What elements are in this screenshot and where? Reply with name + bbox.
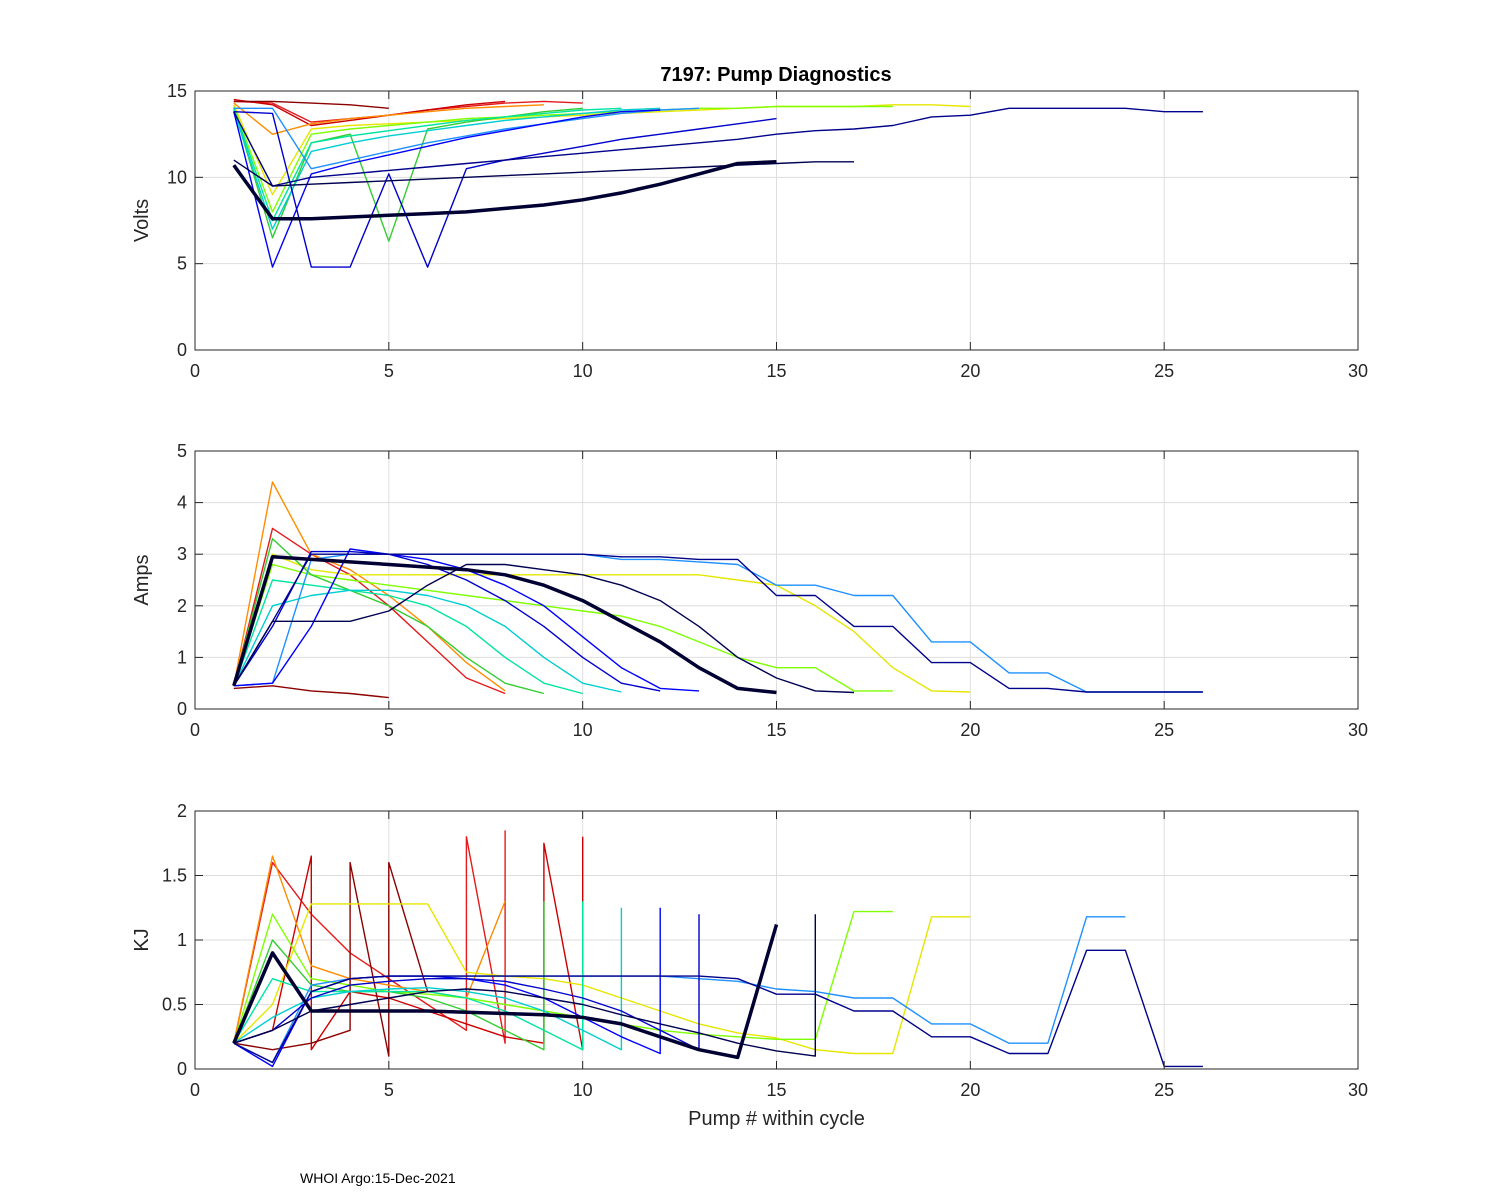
amps-xtick-label-6: 30 bbox=[1348, 720, 1368, 740]
volts-xtick-label-6: 30 bbox=[1348, 361, 1368, 381]
amps-series-dark-navy bbox=[233, 563, 855, 694]
volts-xtick-label-0: 0 bbox=[190, 361, 200, 381]
kj-xtick-label-6: 30 bbox=[1348, 1080, 1368, 1100]
amps-series-yellow bbox=[233, 553, 971, 693]
amps-xtick-label-5: 25 bbox=[1154, 720, 1174, 740]
amps-series-group bbox=[232, 481, 1203, 699]
volts-series-group bbox=[232, 98, 1203, 268]
amps-xtick-label-0: 0 bbox=[190, 720, 200, 740]
kj-xtick-label-3: 15 bbox=[766, 1080, 786, 1100]
volts-ylabel: Volts bbox=[131, 199, 153, 242]
volts-series-orange bbox=[233, 102, 544, 135]
kj-ytick-label-0: 0 bbox=[177, 1059, 187, 1079]
amps-ytick-label-0: 0 bbox=[177, 699, 187, 719]
kj-xtick-label-5: 25 bbox=[1154, 1080, 1174, 1100]
volts-panel: 0 5 10 15 20 25 30 0 5 10 15 Volts bbox=[131, 81, 1368, 381]
volts-ytick-label-1: 5 bbox=[177, 254, 187, 274]
kj-ytick-label-3: 1.5 bbox=[162, 866, 187, 886]
kj-series-lime bbox=[233, 910, 893, 1044]
amps-ytick-label-1: 1 bbox=[177, 647, 187, 667]
amps-xtick-label-4: 20 bbox=[960, 720, 980, 740]
volts-xtick-label-2: 10 bbox=[573, 361, 593, 381]
volts-series-navy-long bbox=[233, 107, 1203, 187]
amps-xtick-label-3: 15 bbox=[766, 720, 786, 740]
figure-title: 7197: Pump Diagnostics bbox=[660, 64, 891, 86]
volts-series-dark-red bbox=[233, 100, 389, 109]
amps-series-dark-navy-bold bbox=[232, 555, 777, 695]
kj-series-navy-long bbox=[233, 949, 1203, 1068]
volts-xtick-label-4: 20 bbox=[960, 361, 980, 381]
kj-series-yellow bbox=[233, 903, 971, 1055]
kj-xtick-label-2: 10 bbox=[573, 1080, 593, 1100]
volts-series-cyan-green bbox=[233, 107, 622, 222]
kj-series-dark-navy bbox=[233, 914, 816, 1057]
volts-series-light-blue bbox=[233, 107, 700, 170]
amps-ytick-label-4: 4 bbox=[177, 493, 187, 513]
volts-xtick-label-3: 15 bbox=[766, 361, 786, 381]
amps-xtick-label-1: 5 bbox=[384, 720, 394, 740]
kj-xtick-label-4: 20 bbox=[960, 1080, 980, 1100]
amps-ytick-label-5: 5 bbox=[177, 441, 187, 461]
kj-ylabel: KJ bbox=[131, 928, 153, 951]
kj-ytick-label-4: 2 bbox=[177, 801, 187, 821]
kj-xtick-label-0: 0 bbox=[190, 1080, 200, 1100]
volts-series-blue bbox=[233, 109, 661, 268]
volts-series-lime bbox=[233, 105, 893, 213]
amps-ylabel: Amps bbox=[131, 554, 153, 605]
volts-ytick-label-0: 0 bbox=[177, 340, 187, 360]
kj-xtick-label-1: 5 bbox=[384, 1080, 394, 1100]
volts-series-cyan bbox=[233, 107, 661, 230]
amps-xtick-label-2: 10 bbox=[573, 720, 593, 740]
amps-ytick-label-2: 2 bbox=[177, 596, 187, 616]
amps-panel: 0 5 10 15 20 25 30 0 1 2 3 4 5 Amps bbox=[131, 441, 1368, 740]
volts-series-early-red-2 bbox=[233, 98, 506, 127]
amps-ytick-label-3: 3 bbox=[177, 544, 187, 564]
amps-series-cyan-green bbox=[233, 579, 583, 695]
amps-series-navy-long bbox=[233, 553, 1203, 693]
volts-series-dark-navy-bold bbox=[232, 160, 777, 221]
footer-text: WHOI Argo:15-Dec-2021 bbox=[300, 1170, 456, 1186]
volts-ytick-label-3: 15 bbox=[167, 81, 187, 101]
kj-series-group bbox=[232, 830, 1203, 1068]
volts-xtick-label-5: 25 bbox=[1154, 361, 1174, 381]
kj-series-blue-mid bbox=[233, 914, 700, 1051]
kj-ytick-label-1: 0.5 bbox=[162, 995, 187, 1015]
amps-series-dark-red bbox=[233, 685, 389, 699]
kj-panel: 0 5 10 15 20 25 30 0 0.5 1 1.5 2 KJ Pump # within cyc… bbox=[131, 801, 1368, 1130]
volts-ytick-label-2: 10 bbox=[167, 167, 187, 187]
volts-xtick-label-1: 5 bbox=[384, 361, 394, 381]
kj-ytick-label-2: 1 bbox=[177, 930, 187, 950]
kj-series-dark-navy-bold bbox=[232, 924, 779, 1060]
kj-xlabel: Pump # within cycle bbox=[688, 1108, 865, 1130]
amps-series-green bbox=[233, 538, 545, 695]
amps-series-lime bbox=[233, 563, 893, 692]
